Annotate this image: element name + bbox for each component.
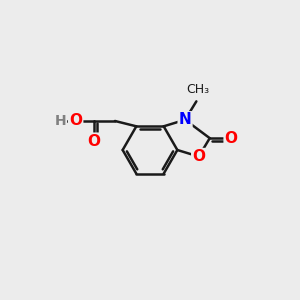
Text: O: O bbox=[87, 134, 100, 149]
Text: O: O bbox=[192, 149, 205, 164]
Text: N: N bbox=[179, 112, 191, 127]
Text: CH₃: CH₃ bbox=[186, 83, 209, 96]
Text: O: O bbox=[69, 113, 82, 128]
Text: O: O bbox=[225, 131, 238, 146]
Text: H: H bbox=[54, 114, 66, 128]
